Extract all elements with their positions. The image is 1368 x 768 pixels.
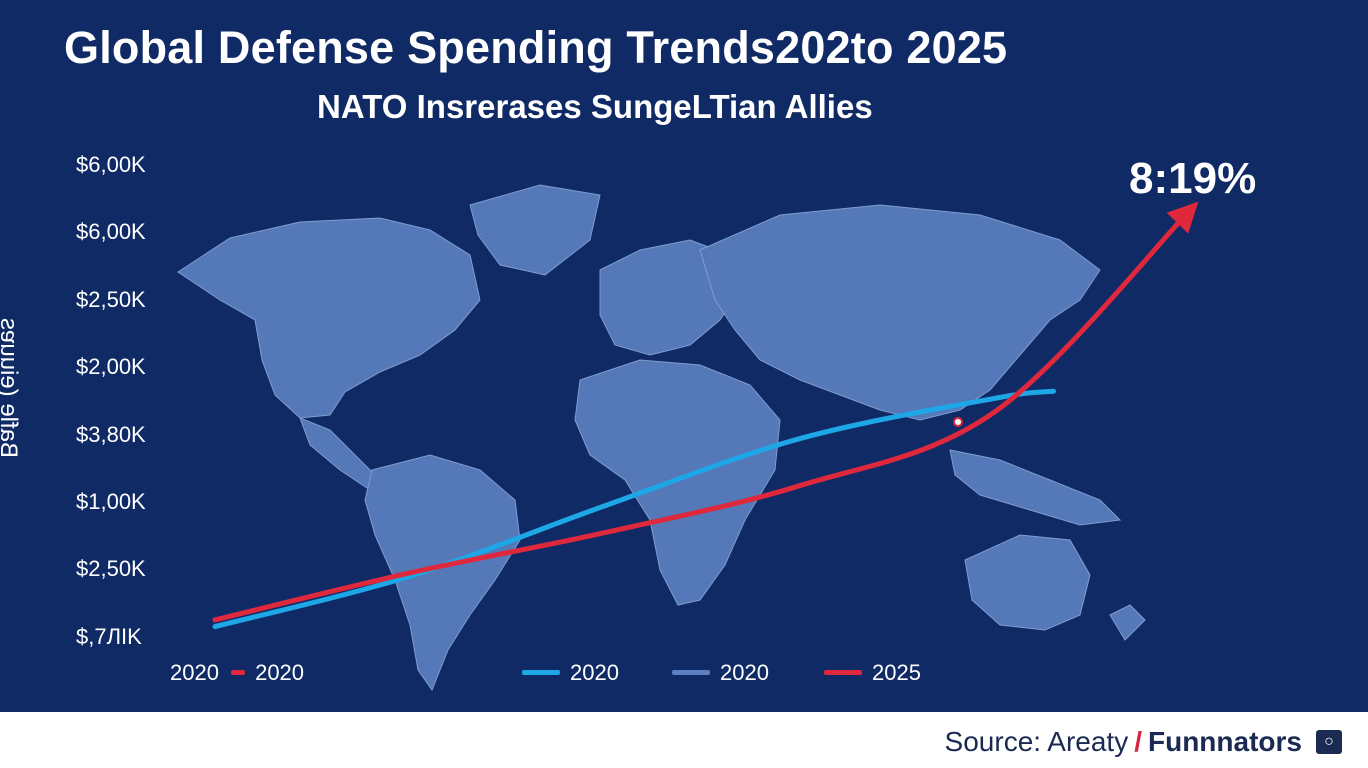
source-label: Source:: [944, 726, 1042, 757]
legend-label: 2020: [255, 660, 305, 685]
y-tick-label: $1,00K: [76, 489, 146, 514]
chart-lines: [212, 207, 1193, 630]
legend-item: 2020 2020: [170, 660, 304, 686]
legend-label: 2025: [872, 660, 921, 685]
chart-arrow: [1166, 201, 1199, 234]
continent-se-asia: [949, 449, 1122, 526]
footer: Source: Areaty / Funnnators ○: [0, 712, 1368, 768]
legend-label: 2020: [570, 660, 619, 685]
continent-africa: [574, 359, 781, 606]
continent-asia: [699, 204, 1101, 421]
y-tick-label: $2,50K: [76, 556, 146, 581]
continent-south-america: [364, 454, 521, 692]
series-line-2025: [212, 207, 1193, 623]
y-tick-label: $,7ЛIK: [76, 624, 142, 649]
source-separator: /: [1134, 726, 1142, 757]
legend-swatch: [824, 670, 862, 676]
brand-logo-icon: ○: [1316, 730, 1342, 754]
highlight-marker: [953, 417, 963, 427]
legend-swatch: [231, 670, 246, 676]
trend-arrowhead: [1166, 201, 1199, 234]
legend-item: 2020: [522, 660, 619, 686]
y-tick-label: $2,00K: [76, 354, 146, 379]
continent-north-america: [177, 217, 481, 419]
legend-prefix: 2020: [170, 660, 219, 685]
legend-item: 2020: [672, 660, 769, 686]
growth-annotation: 8:19%: [1129, 154, 1257, 203]
chart-title: Global Defense Spending Trends202to 2025: [64, 22, 1008, 73]
legend-swatch: [672, 670, 710, 676]
continent-australia: [964, 534, 1091, 631]
y-tick-label: $6,00K: [76, 152, 146, 177]
continent-greenland: [469, 184, 601, 276]
chart-subtitle: NATO Insrerases SungeLTian Allies: [317, 88, 873, 125]
legend-swatch: [522, 670, 560, 676]
continent-central-america: [299, 417, 381, 491]
source-brand: Funnnators: [1148, 726, 1302, 757]
legend-item: 2025: [824, 660, 921, 686]
series-line-2020: [212, 388, 1056, 630]
source-name: Areaty: [1047, 726, 1129, 757]
continent-new-zealand: [1109, 604, 1146, 641]
y-tick-label: $6,00K: [76, 219, 146, 244]
y-axis-label: Bafle (eiuuɐs: [0, 317, 22, 459]
chart-panel: Global Defense Spending Trends202to 2025…: [0, 0, 1368, 712]
y-tick-label: $3,80K: [76, 422, 146, 447]
legend-label: 2020: [720, 660, 769, 685]
y-tick-label: $2,50K: [76, 287, 146, 312]
world-map: [177, 184, 1199, 692]
continent-europe: [599, 239, 741, 356]
source-credit: Source: Areaty / Funnnators: [945, 726, 1302, 758]
